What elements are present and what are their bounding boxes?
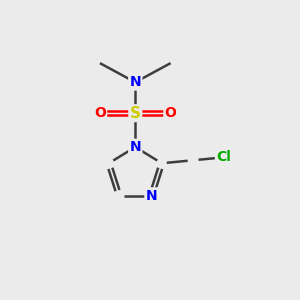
Text: N: N	[130, 140, 141, 154]
Text: S: S	[130, 106, 141, 121]
Text: N: N	[146, 189, 157, 202]
Text: O: O	[94, 106, 106, 120]
Text: N: N	[130, 75, 141, 89]
Text: Cl: Cl	[216, 150, 231, 164]
Text: O: O	[165, 106, 176, 120]
